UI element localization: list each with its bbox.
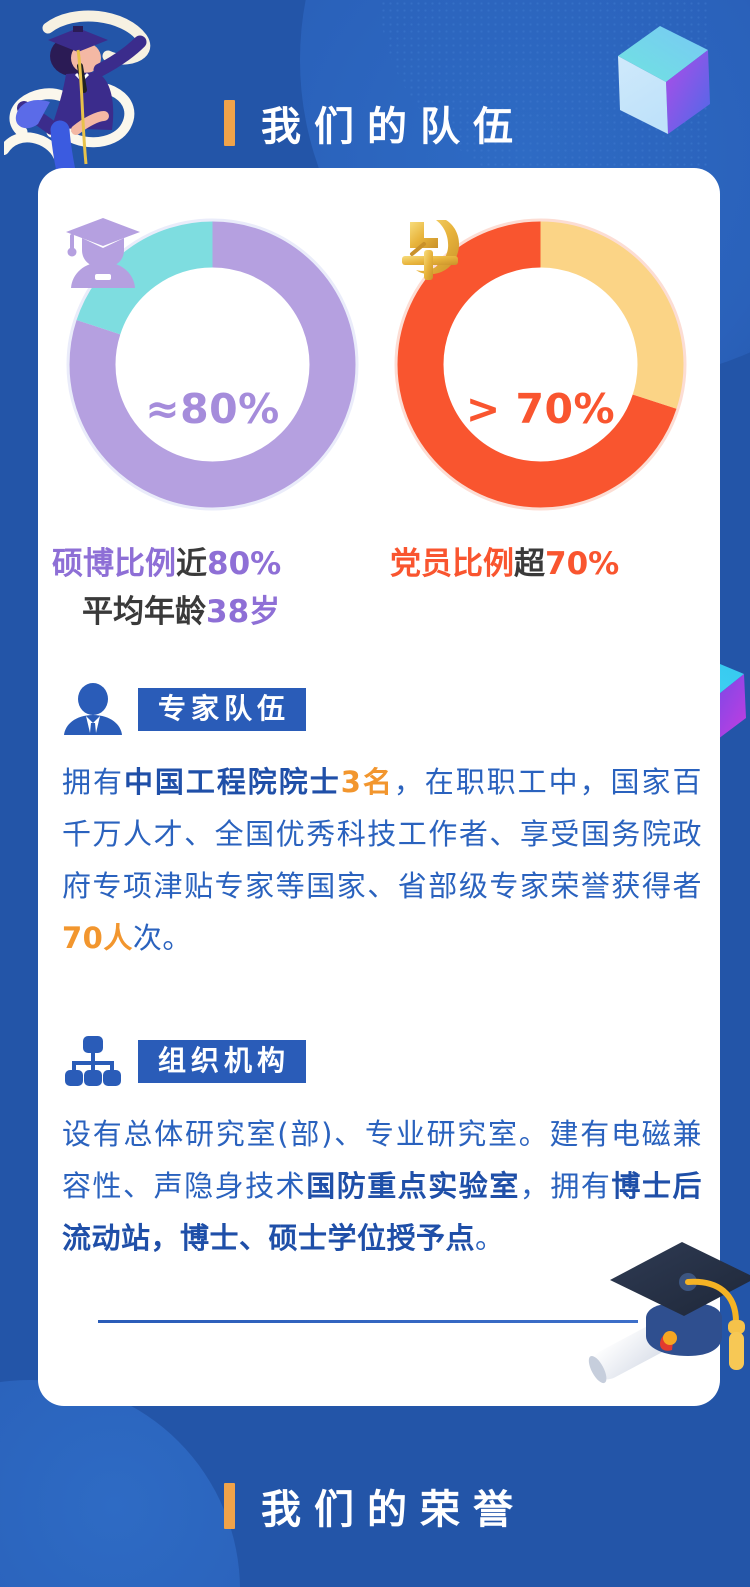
text-segment-bold: 中国工程院院士 xyxy=(123,765,341,799)
caption-segment: 党员比例 xyxy=(390,546,514,582)
title-accent-bar xyxy=(224,1483,235,1529)
graduate-jumping-illustration xyxy=(0,4,194,220)
caption-segment: 超 xyxy=(514,546,545,582)
text-segment: 设有总体研究室(部)、专业研究室。建有电磁兼容性、声隐身技术 xyxy=(62,1117,702,1203)
footer-title-text: 我们的荣誉 xyxy=(261,1487,526,1533)
caption-line: 平均年龄38岁 xyxy=(52,588,362,636)
org-chart-icon xyxy=(62,1034,124,1088)
organization-header: 组织机构 xyxy=(62,1030,702,1092)
caption-line: 硕博比例近80% xyxy=(52,540,362,588)
party-emblem-icon xyxy=(402,220,588,381)
donut-captions: 硕博比例近80% 平均年龄38岁 党员比例超70% xyxy=(38,540,720,636)
person-tie-icon xyxy=(62,682,124,736)
graduation-cap-diploma-illustration xyxy=(584,1226,750,1396)
caption-right: 党员比例超70% xyxy=(390,540,700,588)
text-segment-number: 70人 xyxy=(62,921,133,955)
text-segment-number: 3名 xyxy=(340,765,394,799)
organization-block: 组织机构 设有总体研究室(部)、专业研究室。建有电磁兼容性、声隐身技术国防重点实… xyxy=(62,1030,702,1264)
page-title: 我们的队伍 xyxy=(0,94,750,152)
text-segment: 次。 xyxy=(132,921,192,955)
caption-segment: 70% xyxy=(545,546,620,582)
organization-tag: 组织机构 xyxy=(138,1039,307,1083)
expert-team-tag: 专家队伍 xyxy=(138,687,307,731)
content-card: ≈80% xyxy=(38,168,750,1406)
donut-center-content: ≈80% xyxy=(60,212,365,517)
text-segment: ，在职职工中，国家百千万人才、全国优秀科技工作者、享受国务院政府专项津贴专家等国… xyxy=(62,765,702,903)
donut-chart-row: ≈80% xyxy=(38,212,720,542)
text-segment: 。 xyxy=(475,1221,505,1255)
text-segment: 拥有 xyxy=(62,765,124,799)
graduate-person-icon xyxy=(66,218,260,381)
donut-value: ≈80% xyxy=(145,384,280,433)
text-segment-bold: 国防重点实验室 xyxy=(306,1169,520,1203)
caption-segment: 平均年龄 xyxy=(82,594,206,630)
caption-segment: 38岁 xyxy=(206,594,281,630)
text-segment-bold: 博士后流动站，博士、硕士学位授予点 xyxy=(62,1169,702,1255)
divider xyxy=(98,1320,638,1323)
degree-ratio-donut: ≈80% xyxy=(60,212,365,517)
caption-line: 党员比例超70% xyxy=(390,540,700,588)
title-accent-bar xyxy=(224,100,235,146)
expert-team-block: 专家队伍 拥有中国工程院院士3名，在职职工中，国家百千万人才、全国优秀科技工作者… xyxy=(62,678,702,964)
party-member-ratio-donut: > 70% xyxy=(388,212,693,517)
caption-segment: 80% xyxy=(207,546,282,582)
organization-body: 设有总体研究室(部)、专业研究室。建有电磁兼容性、声隐身技术国防重点实验室，拥有… xyxy=(62,1108,702,1264)
expert-team-body: 拥有中国工程院院士3名，在职职工中，国家百千万人才、全国优秀科技工作者、享受国务… xyxy=(62,756,702,964)
caption-segment: 近 xyxy=(176,546,207,582)
page-title-text: 我们的队伍 xyxy=(261,104,526,150)
cube-3d-icon xyxy=(604,12,722,136)
caption-segment: 硕博比例 xyxy=(52,546,176,582)
footer-title: 我们的荣誉 xyxy=(0,1477,750,1535)
donut-value: > 70% xyxy=(465,384,616,433)
expert-team-header: 专家队伍 xyxy=(62,678,702,740)
donut-center-content: > 70% xyxy=(388,212,693,517)
caption-left: 硕博比例近80% 平均年龄38岁 xyxy=(52,540,362,636)
text-segment: ，拥有 xyxy=(519,1169,612,1203)
